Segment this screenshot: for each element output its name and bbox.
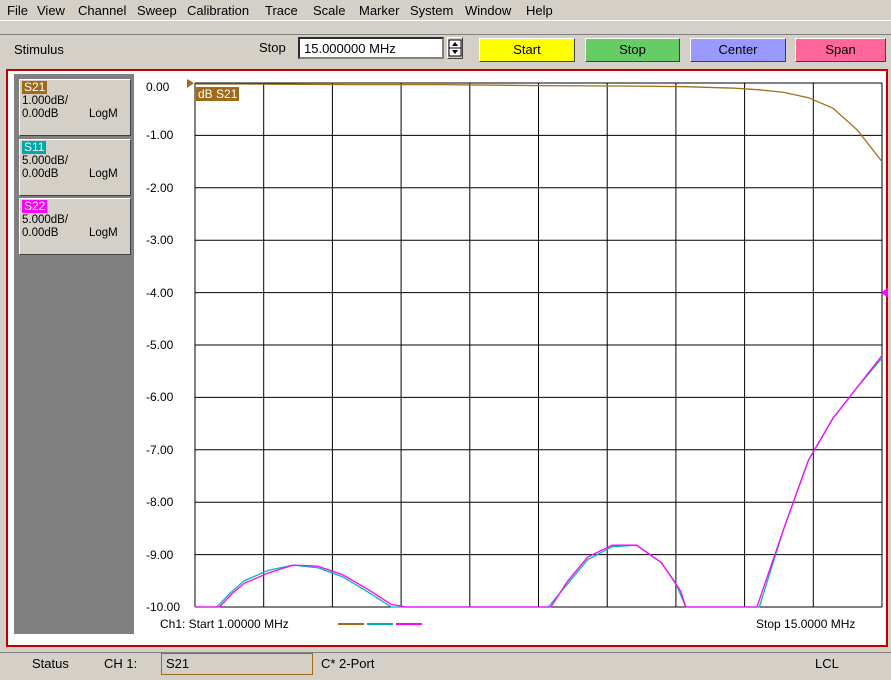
trace-scale-s21: 1.000dB/ [22, 95, 69, 107]
span-button[interactable]: Span [795, 38, 886, 62]
y-tick-label: -10.00 [146, 600, 181, 614]
trace-format-s22: LogM [89, 227, 118, 239]
y-tick-label: -5.00 [146, 338, 174, 352]
stop-button-label: Stop [619, 42, 646, 57]
menu-marker[interactable]: Marker [359, 3, 400, 18]
menu-bar: File View Channel Sweep Calibration Trac… [0, 0, 891, 21]
status-calibration: C* 2-Port [321, 656, 375, 671]
status-label: Status [32, 656, 69, 671]
y-tick-label: -3.00 [146, 233, 174, 248]
span-button-label: Span [825, 42, 856, 57]
status-bar [0, 652, 891, 680]
trace-box-s22[interactable]: S22 5.000dB/ 0.00dB LogM [19, 198, 131, 255]
y-tick-label: -1.00 [146, 128, 174, 143]
y-tick-label: -7.00 [146, 442, 174, 457]
menu-trace[interactable]: Trace [265, 3, 298, 18]
trace-tag-s22: S22 [22, 199, 48, 213]
reference-marker-s21 [187, 79, 194, 88]
center-button[interactable]: Center [690, 38, 786, 62]
y-tick-label: -4.00 [146, 285, 174, 300]
menu-sweep[interactable]: Sweep [137, 3, 177, 18]
trace-ref-s22: 0.00dB [22, 227, 59, 239]
y-tick-label: -9.00 [146, 547, 174, 562]
stop-field-label: Stop [259, 40, 286, 55]
trace-format-s11: LogM [89, 168, 118, 180]
status-trace-field[interactable]: S21 [161, 653, 313, 675]
stop-button[interactable]: Stop [585, 38, 680, 62]
menu-scale[interactable]: Scale [313, 3, 346, 18]
start-button[interactable]: Start [479, 38, 575, 62]
status-channel: CH 1: [104, 656, 138, 671]
series-s21 [195, 83, 883, 162]
active-trace-label: dB S21 [196, 87, 240, 101]
spin-arrows-icon [448, 39, 462, 57]
trace-box-s21[interactable]: S21 1.000dB/ 0.00dB LogM [19, 79, 131, 136]
menu-system[interactable]: System [410, 3, 454, 18]
stop-frequency-input[interactable]: 15.000000 MHz [298, 37, 444, 59]
start-frequency-label: Ch1: Start 1.00000 MHz [160, 617, 289, 631]
spin-button[interactable] [447, 37, 463, 59]
plot-area [137, 79, 882, 636]
trace-box-s11[interactable]: S11 5.000dB/ 0.00dB LogM [19, 139, 131, 196]
trace-scale-s11: 5.000dB/ [22, 155, 69, 167]
center-button-label: Center [718, 42, 758, 57]
menu-channel[interactable]: Channel [78, 3, 127, 18]
trace-ref-s21: 0.00dB [22, 108, 59, 120]
menu-file[interactable]: File [7, 3, 28, 18]
trace-tag-s11: S11 [22, 140, 47, 154]
stop-frequency-label: Stop 15.0000 MHz [756, 617, 856, 631]
menu-help[interactable]: Help [526, 3, 553, 18]
start-button-label: Start [513, 42, 541, 57]
trace-scale-s22: 5.000dB/ [22, 214, 69, 226]
y-tick-label: -8.00 [146, 495, 174, 510]
status-mode: LCL [815, 656, 839, 671]
series-s22 [195, 355, 883, 608]
trace-ref-s11: 0.00dB [22, 168, 59, 180]
stimulus-label: Stimulus [14, 42, 64, 57]
trace-format-s21: LogM [89, 108, 118, 120]
y-tick-label: 0.00 [146, 80, 170, 94]
menu-view[interactable]: View [37, 3, 65, 18]
y-tick-label: -6.00 [146, 390, 174, 405]
trace-tag-s21: S21 [22, 80, 48, 94]
menu-window[interactable]: Window [465, 3, 512, 18]
menu-calibration[interactable]: Calibration [187, 3, 250, 18]
reference-marker-s22 [881, 287, 888, 298]
trace-legend [338, 623, 422, 625]
y-tick-label: -2.00 [146, 180, 174, 195]
